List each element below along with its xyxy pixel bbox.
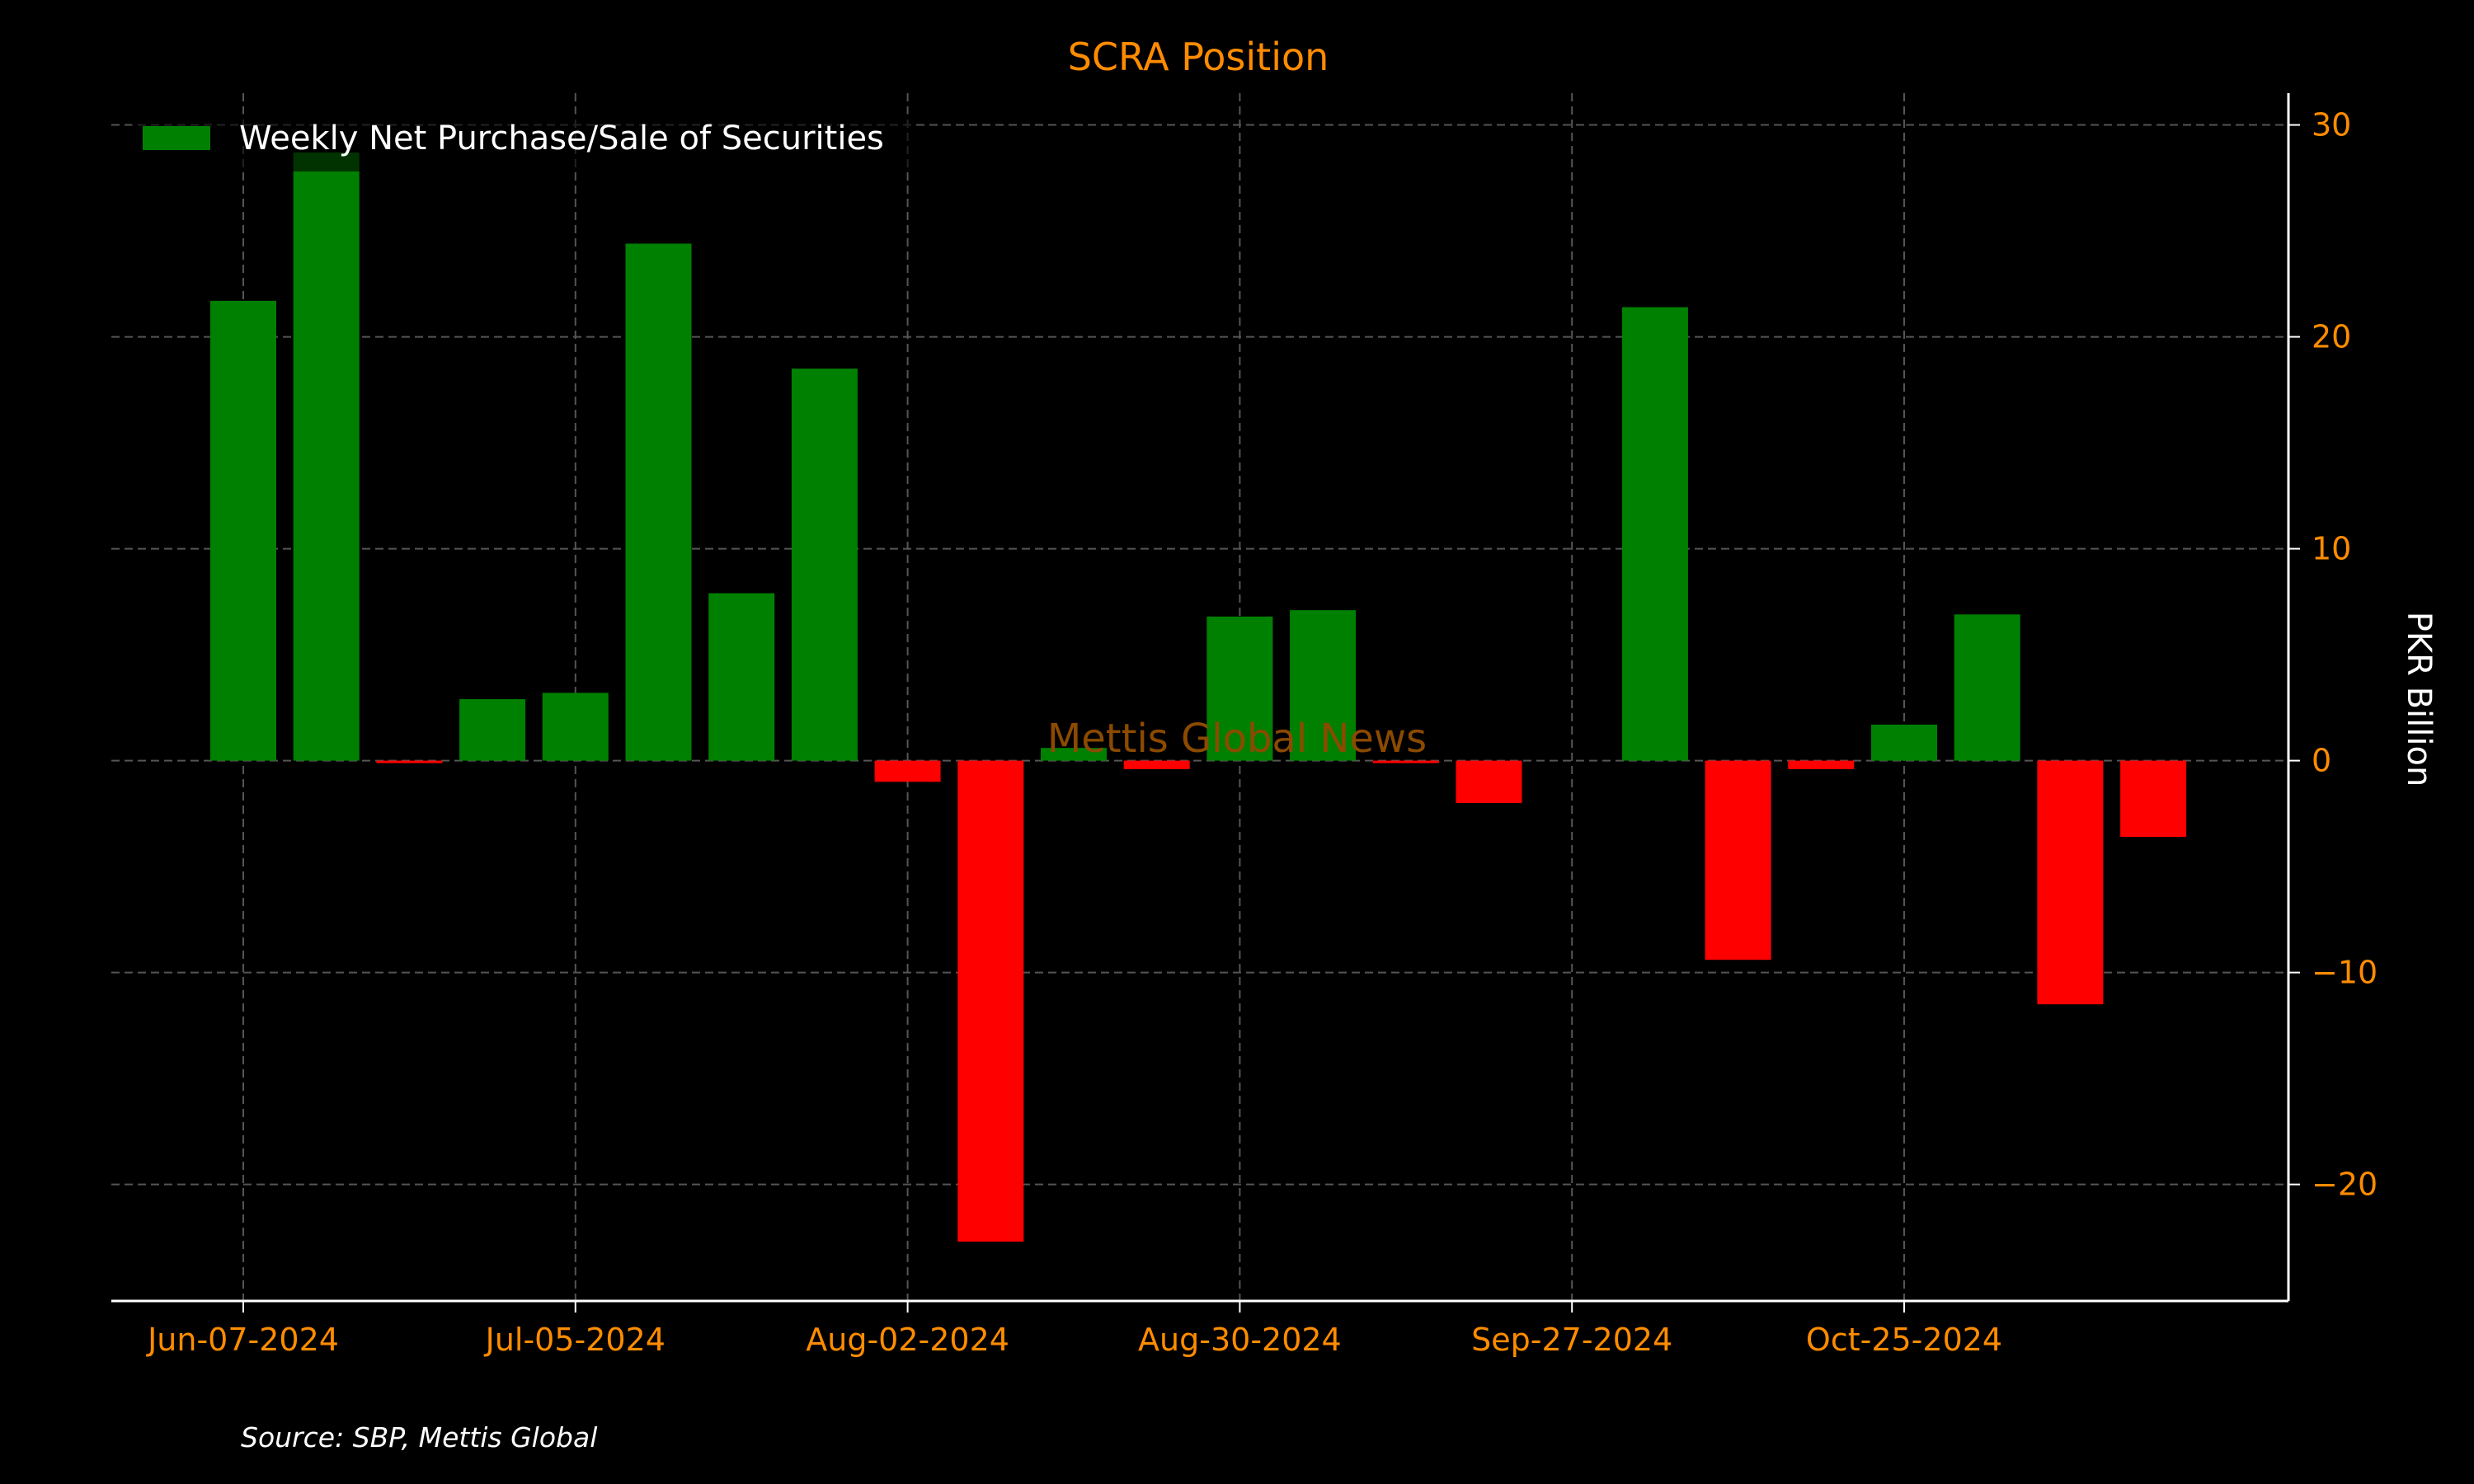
legend-background (132, 114, 915, 171)
bar (376, 760, 443, 763)
y-tick-label: 0 (2312, 743, 2331, 779)
bar (1456, 760, 1522, 804)
bar (957, 760, 1024, 1242)
x-tick-label: Jun-07-2024 (146, 1322, 339, 1358)
bar (1206, 616, 1273, 761)
x-tick-label: Aug-30-2024 (1138, 1322, 1342, 1358)
legend-swatch (143, 126, 210, 150)
watermark-text: Mettis Global News (1047, 716, 1427, 762)
bar (1621, 307, 1688, 761)
y-tick-label: −20 (2312, 1167, 2378, 1203)
bar (1871, 724, 1937, 761)
y-tick-label: −10 (2312, 955, 2378, 991)
y-axis-label: PKR Billion (2400, 612, 2438, 787)
y-tick-labels: −20 −10 0 10 20 30 (2288, 107, 2378, 1203)
chart-title: SCRA Position (1068, 35, 1329, 79)
x-tick-labels: Jun-07-2024 Jul-05-2024 Aug-02-2024 Aug-30-… (146, 1301, 2002, 1358)
bar (1788, 760, 1855, 769)
bar (1372, 760, 1439, 763)
legend-label: Weekly Net Purchase/Sale of Securities (239, 120, 884, 157)
bar (1290, 610, 1357, 761)
bar (1954, 614, 2020, 761)
x-tick-label: Sep-27-2024 (1471, 1322, 1672, 1358)
bar (625, 243, 692, 761)
bar (874, 760, 941, 782)
bar (293, 152, 360, 761)
y-tick-label: 30 (2312, 107, 2351, 143)
bar (791, 369, 858, 761)
y-tick-label: 20 (2312, 319, 2351, 355)
bar (1705, 760, 1771, 960)
bar (2037, 760, 2104, 1005)
source-note: Source: SBP, Mettis Global (241, 1421, 597, 1453)
bar (210, 300, 276, 761)
bar (1123, 760, 1190, 769)
axes (111, 93, 2290, 1303)
x-tick-label: Jul-05-2024 (484, 1322, 666, 1358)
y-tick-label: 10 (2312, 531, 2351, 567)
legend: Weekly Net Purchase/Sale of Securities (143, 120, 884, 157)
bar (542, 693, 609, 761)
x-tick-label: Aug-02-2024 (806, 1322, 1009, 1358)
bar (459, 699, 526, 761)
bar (708, 593, 775, 761)
bar (2120, 760, 2187, 838)
x-tick-label: Oct-25-2024 (1806, 1322, 2002, 1358)
bar-series (132, 114, 2187, 1242)
bar (1041, 748, 1107, 761)
